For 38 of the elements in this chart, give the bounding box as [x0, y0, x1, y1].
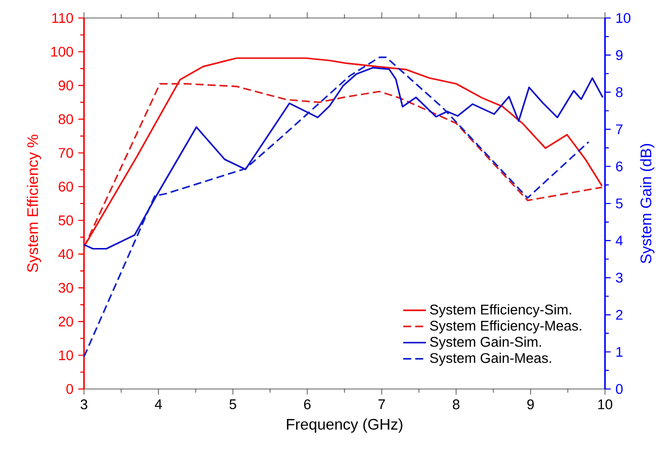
- y2-tick-label: 8: [616, 87, 623, 98]
- y-tick-label: 50: [58, 215, 74, 226]
- y2-tick-label: 3: [616, 272, 623, 283]
- legend-label: System Efficiency-Sim.: [430, 304, 572, 318]
- x-tick-label: 3: [80, 399, 88, 410]
- y2-tick-label: 5: [616, 198, 623, 208]
- y2-tick-label: 0: [616, 384, 623, 394]
- y2-tick-label: 2: [616, 310, 622, 320]
- y2-tick-label: 4: [616, 236, 623, 246]
- y-tick-label: 100: [51, 46, 74, 57]
- y-tick-label: 110: [52, 13, 74, 23]
- y2-tick-label: 6: [616, 161, 623, 172]
- y-tick-label: 40: [58, 249, 74, 260]
- y-tick-label: 80: [58, 114, 74, 124]
- y2-tick-label: 7: [616, 124, 622, 134]
- x-tick-label: 6: [304, 399, 311, 410]
- y-tick-label: 0: [66, 384, 74, 394]
- x-tick-label: 10: [598, 399, 612, 410]
- y-tick-label: 30: [58, 282, 74, 293]
- y-tick-label: 10: [59, 350, 74, 360]
- y-tick-label: 90: [58, 80, 74, 90]
- y2-tick-label: 10: [616, 13, 630, 23]
- y-tick-label: 20: [58, 316, 74, 326]
- x-tick-label: 5: [230, 399, 236, 410]
- x-axis-title: Frequency (GHz): [286, 418, 402, 433]
- legend-label: System Gain-Meas.: [430, 352, 552, 366]
- x-tick-label: 4: [154, 399, 162, 410]
- y2-tick-label: 1: [616, 347, 622, 357]
- legend-label: System Gain-Sim.: [430, 336, 541, 350]
- y-axis-title: System Efficiency %: [26, 134, 42, 272]
- y2-tick-label: 9: [616, 50, 623, 60]
- x-tick-label: 8: [452, 399, 460, 410]
- y2-axis-title: System Gain (dB): [640, 144, 654, 264]
- x-tick-label: 7: [378, 399, 385, 410]
- y-tick-label: 70: [58, 148, 74, 158]
- y-tick-label: 60: [58, 182, 74, 192]
- legend-label: System Efficiency-Meas.: [430, 320, 582, 334]
- x-tick-label: 9: [527, 399, 534, 410]
